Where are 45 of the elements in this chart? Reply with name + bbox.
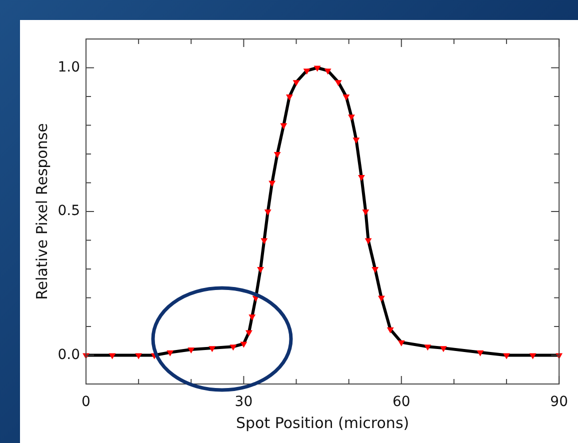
point [362,210,370,216]
point [364,238,372,244]
point [208,346,216,352]
point [440,346,447,352]
point [314,66,321,72]
point [274,152,281,158]
y-tick-label: 0.0 [58,346,80,363]
y-axis-title: Relative Pixel Response [32,123,51,300]
point [245,330,252,336]
x-tick-label: 60 [392,394,410,410]
point [248,314,256,320]
point [280,123,288,130]
point [286,94,293,100]
point [476,350,484,356]
point [342,94,350,100]
x-tick-label: 0 [82,394,90,410]
x-tick-label: 30 [234,394,253,410]
y-tick-label: 0.5 [58,203,80,220]
point [188,348,195,354]
point [352,138,360,144]
point [334,80,342,86]
x-tick-label: 90 [550,394,568,410]
point [303,68,310,75]
point [257,267,264,273]
point [503,353,510,360]
point [292,80,300,86]
point [386,327,394,334]
point [378,296,385,302]
point [424,344,432,351]
point [372,267,379,273]
point [358,175,365,181]
point [324,68,332,75]
point [348,114,355,121]
x-axis-title: Spot Position (microns) [236,414,410,432]
y-tick-label: 1.0 [58,59,80,76]
point [135,353,142,360]
point [264,210,272,216]
point [529,353,536,360]
point [166,350,174,356]
point [230,344,237,351]
point [268,180,276,187]
point [240,342,248,348]
point [398,340,405,346]
point [260,238,268,244]
point [108,353,116,360]
